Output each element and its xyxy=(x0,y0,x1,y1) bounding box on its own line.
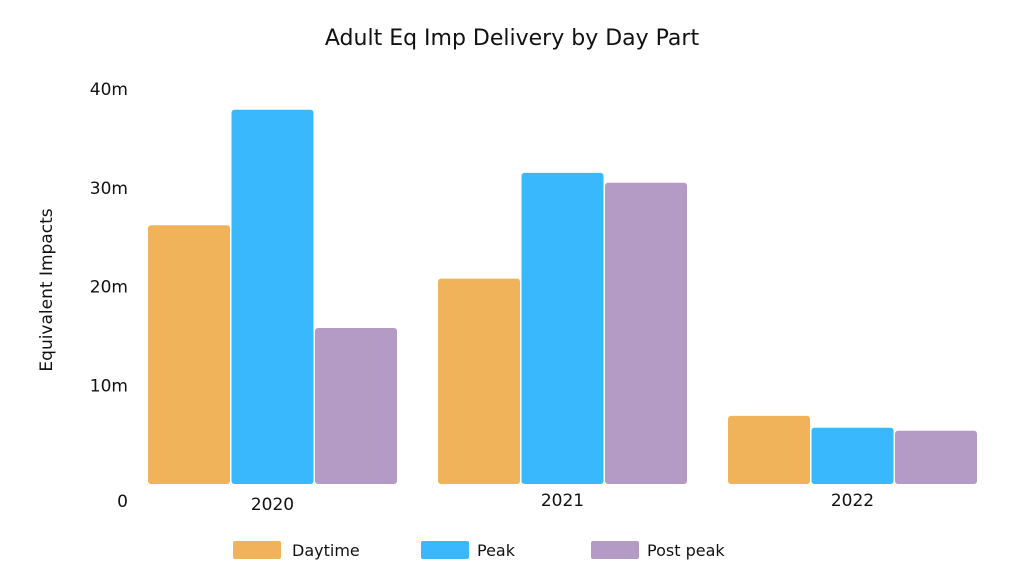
bar-daytime-2022 xyxy=(728,415,810,484)
x-tick-label: 2022 xyxy=(831,491,874,511)
bar-daytime-2021 xyxy=(438,278,520,484)
x-tick-label: 2021 xyxy=(541,491,584,511)
legend-label: Peak xyxy=(477,541,516,560)
y-axis-label: Equivalent Impacts xyxy=(37,208,57,371)
legend: Daytime Peak Post peak xyxy=(233,541,725,560)
y-tick-label: 10m xyxy=(90,376,128,396)
bar-post-peak-2022 xyxy=(895,430,977,484)
legend-item-daytime: Daytime xyxy=(233,541,360,560)
bar-series-group xyxy=(148,109,977,485)
y-tick-label: 30m xyxy=(90,179,128,199)
y-tick-label: 0 xyxy=(117,492,128,512)
bar-post-peak-2021 xyxy=(605,182,687,485)
bar-daytime-2020 xyxy=(148,225,230,485)
y-tick-label: 40m xyxy=(90,80,128,100)
y-axis-ticks: 0 10m 20m 30m 40m xyxy=(90,80,128,512)
legend-label: Post peak xyxy=(647,541,725,560)
legend-swatch xyxy=(233,541,281,559)
legend-item-peak: Peak xyxy=(421,541,516,560)
legend-swatch xyxy=(591,541,639,559)
bar-peak-2022 xyxy=(811,427,894,484)
legend-swatch xyxy=(421,541,469,559)
bar-post-peak-2020 xyxy=(315,328,397,484)
bar-peak-2020 xyxy=(231,109,314,484)
legend-item-post-peak: Post peak xyxy=(591,541,725,560)
x-tick-label: 2020 xyxy=(251,495,294,515)
bar-peak-2021 xyxy=(521,172,604,484)
chart-title: Adult Eq Imp Delivery by Day Part xyxy=(325,26,700,51)
y-tick-label: 20m xyxy=(90,278,128,298)
legend-label: Daytime xyxy=(292,541,360,560)
x-axis-ticks: 2020 2021 2022 xyxy=(251,491,874,515)
